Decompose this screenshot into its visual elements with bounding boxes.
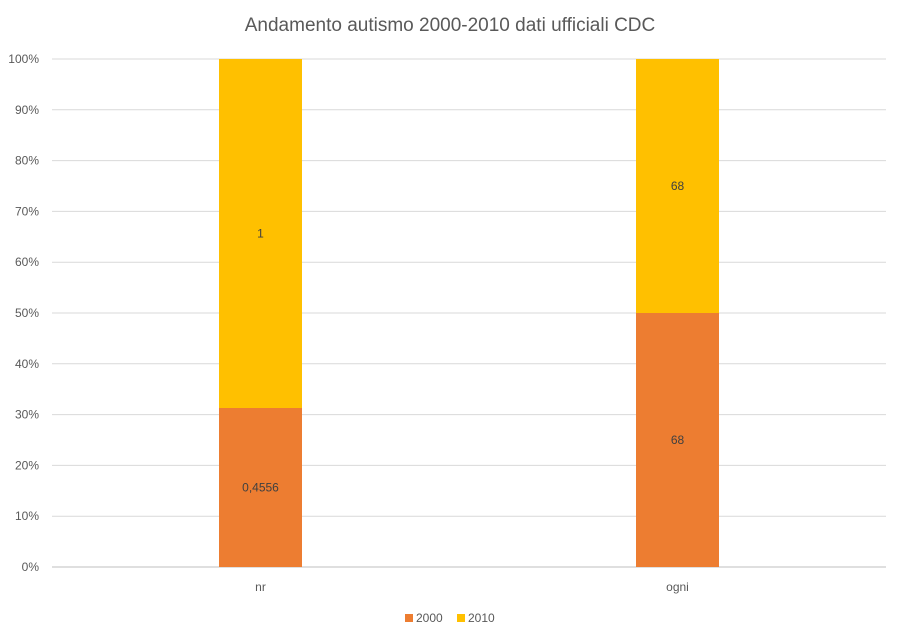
y-tick-label: 80% xyxy=(15,154,39,168)
y-tick-label: 50% xyxy=(15,306,39,320)
data-label: 1 xyxy=(257,226,264,240)
legend-swatch-2010 xyxy=(457,614,465,622)
bars: 0,4556 1 68 68 xyxy=(219,59,719,567)
data-label: 0,4556 xyxy=(242,480,279,494)
bar-2000-nr xyxy=(219,407,302,567)
x-category-label: nr xyxy=(255,580,266,594)
chart-title: Andamento autismo 2000-2010 dati ufficia… xyxy=(245,15,656,36)
y-tick-label: 0% xyxy=(22,560,40,574)
y-tick-label: 100% xyxy=(8,52,39,66)
y-tick-label: 20% xyxy=(15,458,39,472)
y-tick-label: 10% xyxy=(15,509,39,523)
y-tick-label: 60% xyxy=(15,255,39,269)
bar-2000-ogni xyxy=(636,313,719,567)
data-label: 68 xyxy=(671,433,685,447)
y-tick-label: 40% xyxy=(15,357,39,371)
legend-swatch-2000 xyxy=(405,614,413,622)
legend-label: 2000 xyxy=(416,611,443,625)
legend-label: 2010 xyxy=(468,611,495,625)
bar-2010-nr xyxy=(219,59,302,408)
y-axis-ticks: 0% 10% 20% 30% 40% 50% 60% 70% 80% 90% 100% xyxy=(8,52,39,574)
y-tick-label: 90% xyxy=(15,103,39,117)
x-axis-categories: nr ogni xyxy=(255,580,689,594)
bar-2010-ogni xyxy=(636,59,719,313)
y-tick-label: 70% xyxy=(15,204,39,218)
data-label: 68 xyxy=(671,179,685,193)
y-tick-label: 30% xyxy=(15,408,39,422)
gridlines xyxy=(52,58,886,568)
x-category-label: ogni xyxy=(666,580,689,594)
legend: 2000 2010 xyxy=(405,611,495,625)
